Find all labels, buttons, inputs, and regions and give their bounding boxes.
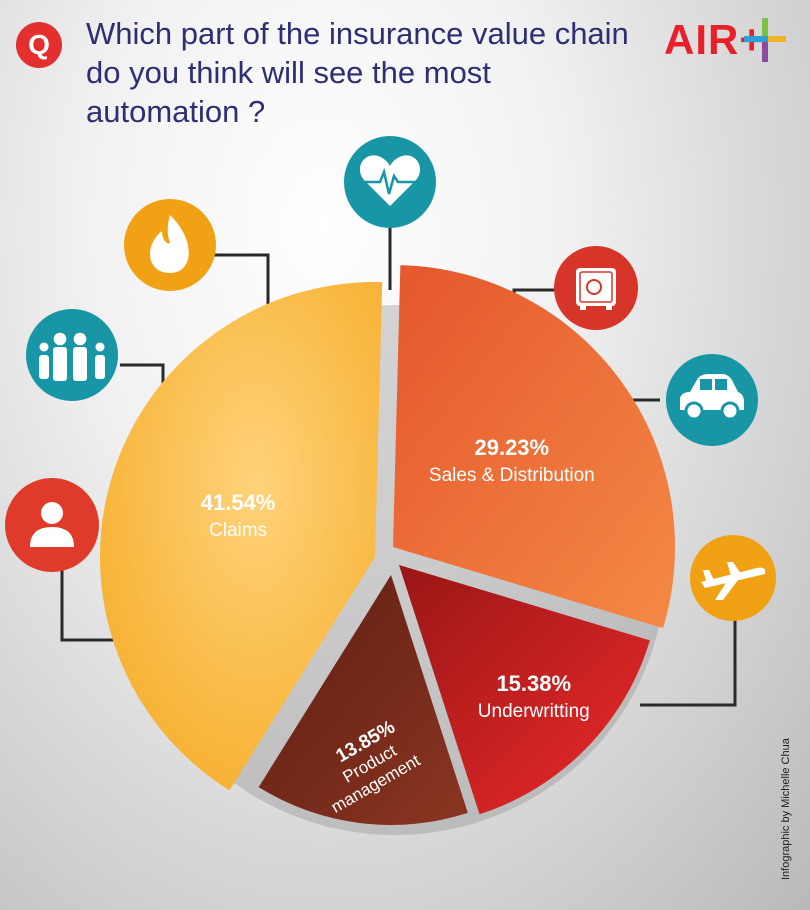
page-title: Which part of the insurance value chain … — [86, 16, 629, 129]
slice-value-sales-distribution: 29.23% — [474, 435, 549, 460]
fire-icon — [124, 199, 216, 291]
family-icon — [26, 309, 118, 401]
airplane-icon — [690, 535, 776, 621]
car-icon — [666, 354, 758, 446]
logo-plus-mark — [744, 18, 786, 62]
pie-slice-claims — [99, 282, 383, 791]
pie-slice-underwritting — [399, 565, 650, 815]
slice-label-sales-distribution: Sales & Distribution — [429, 465, 595, 486]
safe-icon — [554, 246, 638, 330]
pie-slice-product-management — [258, 575, 468, 825]
air-plus-logo: AIR+ — [664, 16, 794, 66]
person-icon — [5, 478, 99, 572]
heart-rate-icon — [344, 136, 436, 228]
pie-slice-sales-distribution — [393, 265, 675, 629]
slice-value-underwritting: 15.38% — [496, 671, 571, 696]
q-badge: Q — [16, 22, 62, 68]
slice-label-claims: Claims — [209, 520, 267, 541]
slice-value-claims: 41.54% — [201, 490, 276, 515]
credit-text: Infographic by Michelle Chua — [780, 738, 792, 880]
slice-label-underwritting: Underwritting — [478, 701, 590, 722]
